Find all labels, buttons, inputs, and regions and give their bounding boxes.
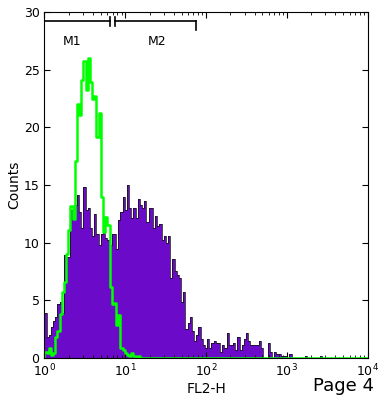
Text: Page 4: Page 4 <box>313 377 374 395</box>
Text: M1: M1 <box>63 35 81 48</box>
Y-axis label: Counts: Counts <box>7 161 21 209</box>
Text: M2: M2 <box>148 35 167 48</box>
X-axis label: FL2-H: FL2-H <box>186 382 226 396</box>
